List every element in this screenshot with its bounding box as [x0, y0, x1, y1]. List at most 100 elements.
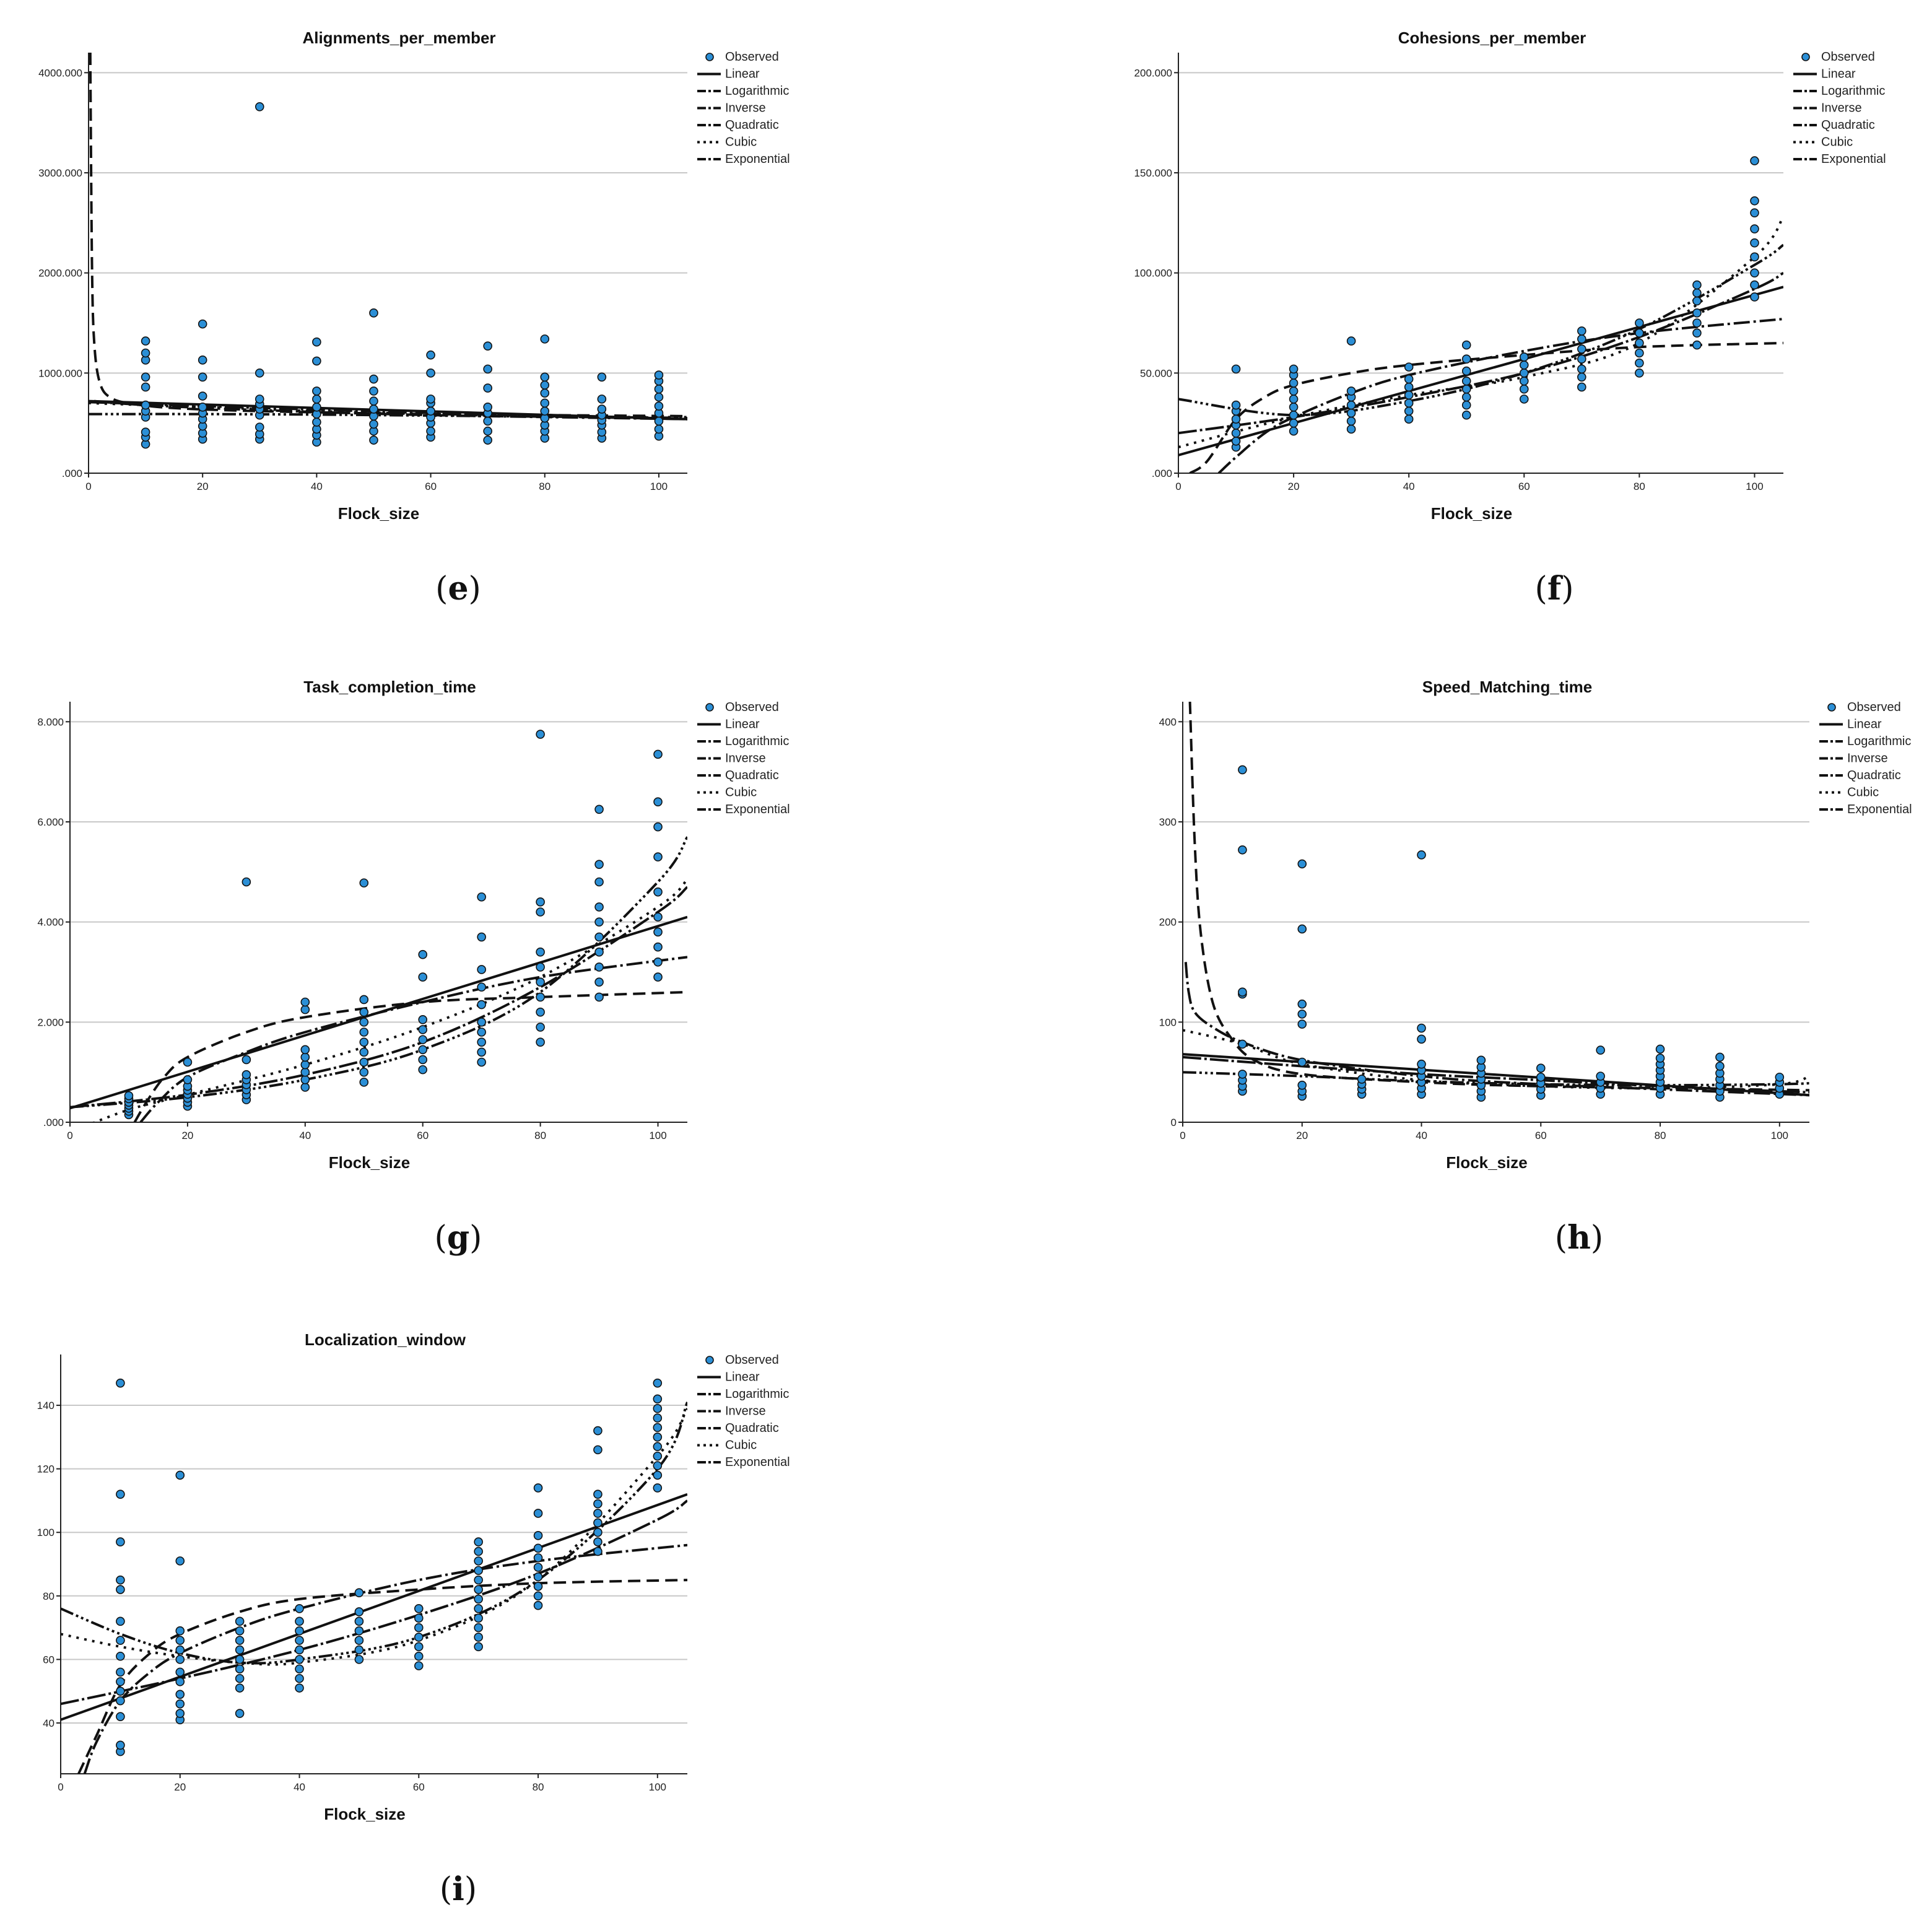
observed-point: [1404, 382, 1414, 392]
fit-line-quadratic: [70, 836, 687, 1109]
observed-point: [1692, 288, 1702, 298]
observed-point: [594, 947, 604, 957]
observed-point: [474, 1585, 483, 1594]
observed-point: [354, 1588, 364, 1597]
observed-point: [116, 1537, 125, 1546]
observed-point: [533, 1572, 543, 1582]
observed-point: [594, 932, 604, 942]
observed-point: [1519, 352, 1529, 362]
observed-point: [295, 1683, 304, 1693]
legend-label-quadratic: Quadratic: [1821, 118, 1875, 132]
observed-point: [597, 404, 607, 414]
axes: [1182, 702, 1809, 1123]
observed-point: [653, 1483, 663, 1493]
x-axis-label: Flock_size: [1431, 504, 1513, 523]
fit-line-linear: [1183, 1053, 1809, 1097]
observed-point: [235, 1709, 245, 1718]
observed-point: [414, 1661, 424, 1670]
fit-line-inverse: [1189, 341, 1783, 473]
observed-point: [1297, 924, 1307, 934]
fit-line-quadratic: [1178, 243, 1783, 417]
observed-point: [183, 1057, 193, 1067]
y-tick-label: 100.000: [1134, 268, 1172, 279]
observed-point: [242, 1055, 251, 1065]
observed-point: [1417, 1034, 1426, 1044]
observed-point: [1346, 400, 1356, 410]
x-tick-label: 60: [1535, 1130, 1547, 1141]
observed-point: [418, 1035, 428, 1044]
axes: [1178, 53, 1783, 474]
observed-point: [414, 1613, 424, 1623]
observed-point: [354, 1607, 364, 1616]
x-tick-label: 100: [650, 481, 668, 492]
observed-point: [1238, 765, 1247, 775]
observed-point: [312, 337, 321, 347]
observed-point: [1519, 384, 1529, 394]
observed-point: [175, 1626, 185, 1636]
observed-point: [235, 1683, 245, 1693]
observed-point: [1357, 1075, 1367, 1084]
observed-point: [536, 962, 545, 972]
y-tick-label: 4.000: [37, 917, 64, 928]
x-tick-label: 40: [294, 1781, 305, 1793]
observed-point: [1289, 386, 1299, 396]
legend-label-logarithmic: Logarithmic: [725, 735, 789, 748]
observed-point: [426, 426, 435, 436]
x-tick-label: 80: [1634, 481, 1645, 492]
observed-point: [426, 350, 435, 360]
observed-point: [477, 1027, 486, 1037]
legend-label-observed: Observed: [725, 700, 779, 714]
observed-point: [1461, 384, 1471, 394]
observed-point: [654, 370, 664, 380]
observed-point: [483, 426, 492, 436]
x-axis-label: Flock_size: [324, 1805, 406, 1823]
legend: Observed Linear Logarithmic Inverse Quadrati…: [697, 50, 790, 166]
observed-point: [242, 877, 251, 887]
legend-label-cubic: Cubic: [1847, 786, 1879, 800]
observed-point: [300, 1067, 310, 1077]
observed-point: [359, 1067, 369, 1077]
observed-point: [175, 1677, 185, 1686]
observed-point: [414, 1633, 424, 1642]
observed-point: [536, 907, 545, 917]
legend-label-observed: Observed: [1821, 50, 1875, 64]
observed-point: [474, 1546, 483, 1556]
y-tick-label: 0: [1171, 1117, 1177, 1128]
observed-point: [359, 1057, 369, 1067]
observed-point: [255, 395, 264, 404]
observed-point: [1346, 416, 1356, 426]
observed-point: [533, 1509, 543, 1518]
observed-point: [295, 1604, 304, 1613]
x-tick-label: 100: [1771, 1130, 1788, 1141]
observed-point: [593, 1546, 603, 1556]
observed-point: [1404, 362, 1414, 372]
observed-point: [653, 1470, 663, 1480]
observed-point: [1577, 326, 1586, 336]
observed-point: [116, 1636, 125, 1645]
observed-point: [653, 972, 663, 982]
observed-point: [141, 382, 150, 392]
observed-point: [175, 1556, 185, 1566]
observed-point: [141, 427, 150, 437]
observed-point: [1297, 1057, 1307, 1067]
legend-label-inverse: Inverse: [1821, 102, 1862, 115]
legend-label-observed: Observed: [1847, 700, 1901, 714]
legend-label-exponential: Exponential: [725, 1455, 790, 1469]
observed-point: [540, 406, 550, 416]
fit-line-cubic: [1178, 216, 1783, 448]
observed-point: [1635, 348, 1644, 358]
observed-point: [474, 1594, 483, 1604]
observed-point: [175, 1690, 185, 1699]
axes: [88, 53, 687, 474]
legend-label-logarithmic: Logarithmic: [1847, 735, 1911, 748]
observed-point: [594, 805, 604, 814]
y-tick-label: 200: [1159, 917, 1177, 928]
x-axis-label: Flock_size: [329, 1153, 411, 1172]
observed-point: [536, 897, 545, 907]
observed-point: [418, 1014, 428, 1024]
x-tick-label: 80: [533, 1781, 544, 1793]
legend-label-inverse: Inverse: [1847, 752, 1888, 766]
observed-point: [477, 1047, 486, 1057]
observed-point: [175, 1470, 185, 1480]
observed-point: [483, 435, 492, 445]
